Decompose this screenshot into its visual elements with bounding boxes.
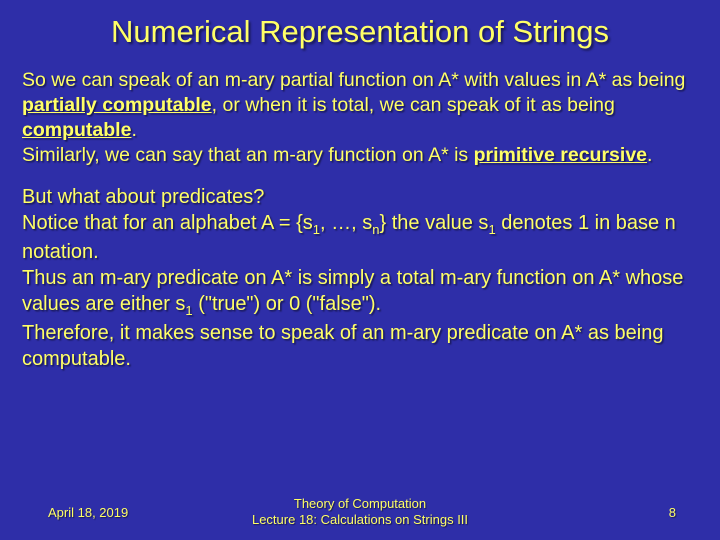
- p2-sub-1: 1: [313, 222, 320, 237]
- p1-text-e: .: [131, 119, 136, 141]
- p2-text-c: , …, s: [320, 212, 372, 234]
- p2-text-b: Notice that for an alphabet A = {s: [22, 212, 313, 234]
- footer-center: Theory of Computation Lecture 18: Calcul…: [0, 496, 720, 529]
- p1-text-f: Similarly, we can say that an m-ary func…: [22, 144, 474, 166]
- p2-text-a: But what about predicates?: [22, 186, 264, 208]
- p2-sub-1c: 1: [185, 303, 192, 318]
- footer-page-number: 8: [669, 505, 676, 520]
- paragraph-2: But what about predicates? Notice that f…: [22, 184, 698, 372]
- footer-center-line1: Theory of Computation: [294, 496, 426, 511]
- slide-title: Numerical Representation of Strings: [22, 14, 698, 50]
- p1-term-computable: computable: [22, 119, 131, 141]
- slide: Numerical Representation of Strings So w…: [0, 0, 720, 540]
- footer-center-line2: Lecture 18: Calculations on Strings III: [252, 512, 468, 527]
- paragraph-1: So we can speak of an m-ary partial func…: [22, 68, 698, 168]
- p1-text-c: , or when it is total, we can speak of i…: [212, 94, 615, 116]
- p1-text-h: .: [647, 144, 652, 166]
- p2-sub-1b: 1: [488, 222, 495, 237]
- p1-term-partially-computable: partially computable: [22, 94, 212, 116]
- p1-text-a: So we can speak of an m-ary partial func…: [22, 69, 685, 91]
- p1-term-primitive-recursive: primitive recursive: [474, 144, 647, 166]
- p2-text-d: } the value s: [379, 212, 488, 234]
- p2-text-h: Therefore, it makes sense to speak of an…: [22, 322, 663, 370]
- p2-text-g: ("true") or 0 ("false").: [193, 293, 381, 315]
